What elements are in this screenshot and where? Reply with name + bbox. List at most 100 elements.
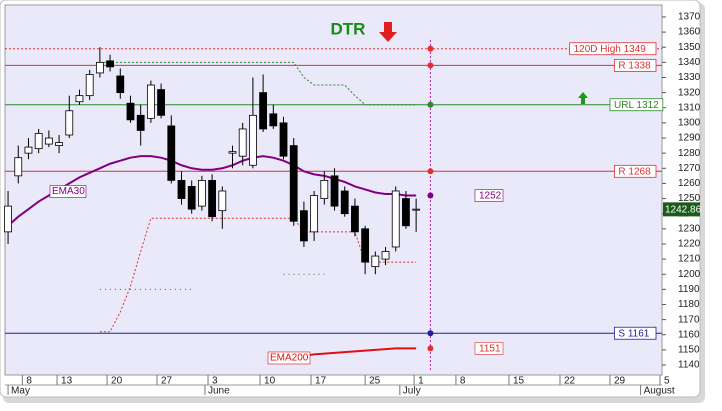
y-tick-label: 1320 [678,87,701,98]
ema-label-box [267,351,311,365]
annotation-box [474,342,504,355]
candle-body [75,95,84,103]
x-tick-label: 29 [614,376,626,387]
level-label: R 1268 [618,166,651,177]
ema-label: EMA200 [270,353,309,364]
indicator-line [99,273,325,290]
level-label: S 1161 [618,328,649,339]
candle-body [126,102,135,121]
candle-body [289,145,298,222]
y-tick-label: 1360 [678,27,701,38]
x-tick-label: 5 [664,376,670,387]
x-tick-label: 13 [61,376,73,387]
x-tick-label: 22 [564,376,576,387]
last-price-box [663,202,700,217]
x-tick-label: 3 [212,376,218,387]
candle-body [320,179,329,199]
y-tick-label: 1210 [678,254,701,265]
candle-body [371,255,380,268]
candle-body [391,190,400,248]
ema-line [7,155,417,227]
month-label: August [644,386,675,397]
candle-body [249,114,257,166]
candle-body [34,133,43,150]
candle-body [167,125,176,181]
candle-body [65,110,74,136]
level-label-box [609,98,664,112]
ema-label: EMA30 [52,186,85,197]
candle-body [300,210,308,242]
candle-body [85,74,94,97]
level-label-box [569,42,657,56]
annotation-label: 1151 [479,344,501,355]
y-tick-label: 1230 [678,223,701,234]
candle-body [351,205,359,233]
month-label: May [11,386,30,397]
candle-body [106,60,114,68]
level-label: R 1338 [618,61,651,72]
annotation-label: 1252 [479,191,502,202]
candle-body [340,190,349,215]
candle-body [197,179,206,207]
candle-body [259,92,268,130]
y-tick-label: 1290 [678,133,701,144]
y-tick-label: 1220 [678,239,701,250]
annotation-dot [427,345,434,352]
level-label: URL 1312 [614,100,659,111]
month-label: July [403,386,421,397]
candle-body [24,146,33,154]
candle-body [44,137,53,145]
x-tick-label: 1 [418,376,424,387]
candle-body [177,179,186,199]
y-tick-label: 1150 [678,345,700,356]
candle-body [269,113,278,127]
y-tick-label: 1310 [678,102,701,113]
x-tick-label: 17 [315,376,327,387]
level-dot [427,330,434,337]
candle-body [4,205,12,233]
y-tick-label: 1370 [678,12,701,23]
y-tick-label: 1180 [678,299,700,310]
y-tick-label: 1260 [678,178,701,189]
indicator-line [99,61,417,106]
candle-body [238,128,247,157]
y-tick-label: 1270 [678,163,701,174]
y-tick-label: 1140 [678,360,700,371]
candle-body [218,190,227,212]
x-tick-label: 25 [369,376,381,387]
x-tick-label: 20 [111,376,123,387]
annotation-dot [427,192,434,199]
x-tick-label: 15 [513,376,525,387]
level-label: 120D High 1349 [574,44,647,55]
level-dot [427,168,434,175]
candle-body [228,151,237,154]
y-tick-label: 1250 [678,193,701,204]
candle-body [146,84,155,119]
y-tick-label: 1160 [678,329,700,340]
y-tick-label: 1340 [678,57,701,68]
candle-body [116,75,125,94]
y-tick-label: 1350 [678,42,701,53]
candle-body [95,61,104,74]
ema-label-box [49,185,87,198]
x-tick-label: 27 [161,376,173,387]
up-arrow [578,92,588,104]
candle-body [361,228,370,263]
candle-body [14,157,23,177]
candle-body [412,208,421,211]
x-tick-label: 8 [460,376,466,387]
candle-body [187,186,196,210]
y-tick-label: 1200 [678,269,701,280]
level-dot [427,45,434,52]
candle-body [381,251,390,260]
y-tick-label: 1330 [678,72,701,83]
y-tick-label: 1190 [678,284,700,295]
candle-body [208,179,216,218]
candle-body [55,142,63,146]
candle-body [310,195,319,233]
y-tick-label: 1170 [678,314,700,325]
level-label-box [614,326,657,340]
level-dot [427,62,434,69]
y-tick-label: 1280 [678,148,701,159]
